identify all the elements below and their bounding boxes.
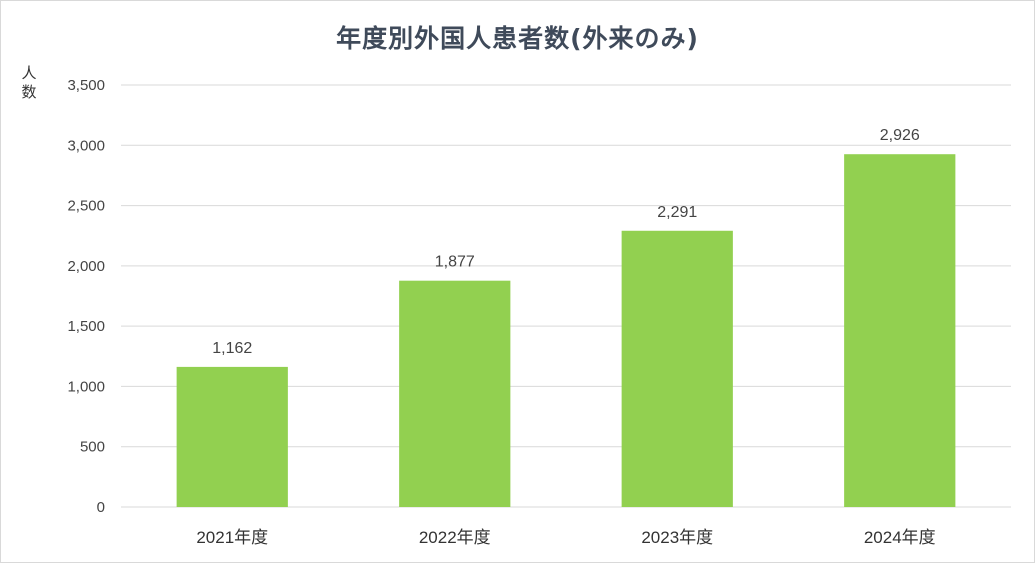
y-tick-label: 3,000 (67, 137, 105, 154)
bar (399, 280, 511, 507)
data-label: 2,291 (657, 204, 697, 221)
y-tick-label: 3,500 (67, 77, 105, 94)
x-tick-label: 2024年度 (864, 528, 936, 547)
data-label: 1,162 (212, 340, 252, 357)
data-label: 2,926 (880, 127, 920, 144)
chart-title: 年度別外国人患者数(外来のみ) (336, 24, 699, 53)
x-tick-label: 2022年度 (419, 528, 491, 547)
y-axis-label: 人数 (21, 64, 37, 101)
y-tick-label: 500 (80, 439, 105, 456)
y-tick-label: 1,500 (67, 318, 105, 335)
y-tick-label: 0 (97, 499, 105, 516)
y-tick-label: 1,000 (67, 378, 105, 395)
y-tick-label: 2,000 (67, 258, 105, 275)
x-tick-label: 2023年度 (641, 528, 713, 547)
y-tick-label: 2,500 (67, 198, 105, 215)
bar (844, 154, 956, 507)
bar (621, 230, 733, 507)
bar (176, 366, 288, 507)
data-label: 1,877 (435, 254, 475, 271)
x-tick-label: 2021年度 (196, 528, 268, 547)
